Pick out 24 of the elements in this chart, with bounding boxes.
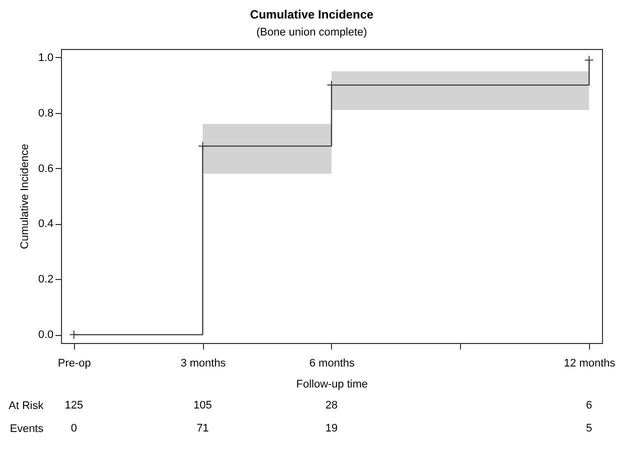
y-tick-label: 0.0 [38, 329, 54, 342]
text: 28 [325, 400, 338, 412]
x-axis-title: Follow-up time [296, 378, 368, 390]
chart-subtitle: (Bone union complete) [256, 26, 368, 38]
text: At Risk [8, 400, 44, 412]
y-tick-label: 0.6 [38, 162, 54, 175]
x-tick-label: 12 months [564, 358, 616, 370]
y-tick-label: 0.8 [38, 107, 54, 120]
y-tick-label: 0.4 [38, 218, 54, 230]
text: 105 [194, 400, 212, 412]
text: 5 [586, 422, 592, 434]
y-tick-label: 0.2 [38, 274, 54, 286]
x-tick-label: 6 months [309, 358, 356, 370]
y-axis-title: Cumulative Incidence [19, 144, 32, 250]
text: Events [10, 423, 44, 435]
text: 6 [586, 400, 592, 412]
text: 19 [325, 422, 338, 434]
text: 125 [64, 400, 84, 412]
x-tick-label: 3 months [180, 358, 226, 370]
text: 0 [70, 422, 77, 434]
text: 71 [196, 422, 209, 434]
y-tick-label: 1.0 [38, 52, 54, 64]
x-tick-label: Pre-op [58, 358, 91, 370]
chart-title: Cumulative Incidence [250, 8, 374, 22]
